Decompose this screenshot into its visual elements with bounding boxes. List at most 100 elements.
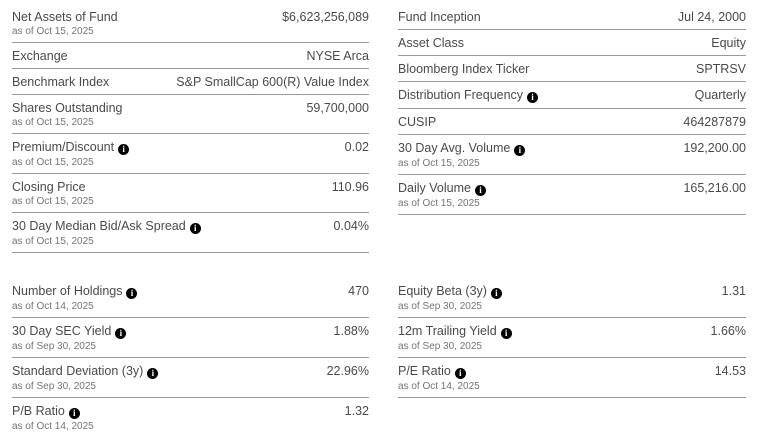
fact-row-12m-trailing-yield: 12m Trailing Yield i 1.66% as of Sep 30, … <box>398 318 746 358</box>
fact-row-top: Fund Inception Jul 24, 2000 <box>398 10 746 24</box>
fact-value: 0.02 <box>344 140 369 154</box>
info-icon[interactable]: i <box>68 408 80 419</box>
as-of-date: as of Oct 15, 2025 <box>398 158 480 169</box>
fact-row-top: Asset Class Equity <box>398 36 746 50</box>
fact-label: Number of Holdings i <box>12 284 138 299</box>
as-of-date: as of Sep 30, 2025 <box>398 301 482 312</box>
fact-label: Net Assets of Fund <box>12 10 118 24</box>
fact-value: NYSE Arca <box>306 49 369 63</box>
as-of-date: as of Oct 15, 2025 <box>12 196 94 207</box>
fact-label-text: 12m Trailing Yield <box>398 324 497 338</box>
portfolio-characteristics-section-right: Equity Beta (3y) i 1.31 as of Sep 30, 202… <box>398 278 746 437</box>
fact-value: 0.04% <box>333 219 369 233</box>
fact-row-top: Benchmark Index S&P SmallCap 600(R) Valu… <box>12 75 369 89</box>
fact-label-text: Shares Outstanding <box>12 101 123 115</box>
fact-row-equity-beta: Equity Beta (3y) i 1.31 as of Sep 30, 202… <box>398 278 746 318</box>
fact-label-text: Closing Price <box>12 180 86 194</box>
fact-row-distribution-frequency: Distribution Frequency i Quarterly <box>398 82 746 109</box>
info-icon[interactable]: i <box>118 144 130 155</box>
fact-label: Asset Class <box>398 36 464 50</box>
fact-label-text: Number of Holdings <box>12 284 123 298</box>
fact-label: Standard Deviation (3y) i <box>12 364 159 379</box>
info-icon[interactable]: i <box>527 92 539 103</box>
fact-row-30day-avg-volume: 30 Day Avg. Volume i 192,200.00 as of Oct… <box>398 135 746 175</box>
fact-row-cusip: CUSIP 464287879 <box>398 109 746 135</box>
fact-value: 165,216.00 <box>683 181 746 195</box>
fact-row-top: 30 Day Median Bid/Ask Spread i 0.04% <box>12 219 369 234</box>
fact-row-top: Standard Deviation (3y) i 22.96% <box>12 364 369 379</box>
fact-row-fund-inception: Fund Inception Jul 24, 2000 <box>398 4 746 30</box>
fact-row-net-assets: Net Assets of Fund $6,623,256,089 as of … <box>12 4 369 43</box>
fact-row-30day-sec-yield: 30 Day SEC Yield i 1.88% as of Sep 30, 20… <box>12 318 369 358</box>
fact-row-top: Distribution Frequency i Quarterly <box>398 88 746 103</box>
fact-row-daily-volume: Daily Volume i 165,216.00 as of Oct 15, 2… <box>398 175 746 215</box>
fact-row-pb-ratio: P/B Ratio i 1.32 as of Oct 14, 2025 <box>12 398 369 437</box>
fact-row-top: P/B Ratio i 1.32 <box>12 404 369 419</box>
info-icon[interactable]: i <box>514 145 526 156</box>
portfolio-characteristics-section-left: Number of Holdings i 470 as of Oct 14, 20… <box>12 278 369 437</box>
fact-value: 192,200.00 <box>683 141 746 155</box>
fact-row-number-of-holdings: Number of Holdings i 470 as of Oct 14, 20… <box>12 278 369 318</box>
fact-label-text: 30 Day Median Bid/Ask Spread <box>12 219 186 233</box>
fact-value: 22.96% <box>326 364 369 378</box>
info-icon[interactable]: i <box>115 328 127 339</box>
fact-row-top: Number of Holdings i 470 <box>12 284 369 299</box>
fact-row-top: Shares Outstanding 59,700,000 <box>12 101 369 115</box>
fact-label: Benchmark Index <box>12 75 109 89</box>
as-of-date: as of Sep 30, 2025 <box>12 381 96 392</box>
fact-row-top: Equity Beta (3y) i 1.31 <box>398 284 746 299</box>
info-icon[interactable]: i <box>474 185 486 196</box>
as-of-date: as of Oct 15, 2025 <box>12 117 94 128</box>
fact-label: Exchange <box>12 49 68 63</box>
as-of-date: as of Oct 15, 2025 <box>12 157 94 168</box>
fact-row-top: 12m Trailing Yield i 1.66% <box>398 324 746 339</box>
fact-label: 30 Day Avg. Volume i <box>398 141 526 156</box>
fact-label: Daily Volume i <box>398 181 486 196</box>
info-icon[interactable]: i <box>126 288 138 299</box>
as-of-date: as of Oct 14, 2025 <box>398 381 480 392</box>
fact-value: 470 <box>348 284 369 298</box>
fact-label-text: Asset Class <box>398 36 464 50</box>
info-icon[interactable]: i <box>500 328 512 339</box>
fund-overview-section-right: Fund Inception Jul 24, 2000 Asset Class … <box>398 4 746 253</box>
fact-value: SPTRSV <box>695 62 746 76</box>
fact-row-top: Bloomberg Index Ticker SPTRSV <box>398 62 746 76</box>
fact-label-text: Premium/Discount <box>12 140 115 154</box>
fact-label-text: Fund Inception <box>398 10 481 24</box>
fact-label-text: Exchange <box>12 49 68 63</box>
fact-label-text: Benchmark Index <box>12 75 110 89</box>
fact-value: 1.88% <box>333 324 369 338</box>
fact-label: 12m Trailing Yield i <box>398 324 512 339</box>
fact-value: 1.66% <box>710 324 746 338</box>
fact-value: S&P SmallCap 600(R) Value Index <box>176 75 369 89</box>
fact-row-top: P/E Ratio i 14.53 <box>398 364 746 379</box>
fact-value: 464287879 <box>683 115 746 129</box>
as-of-date: as of Oct 15, 2025 <box>398 198 480 209</box>
as-of-date: as of Oct 15, 2025 <box>12 26 94 37</box>
fact-label-text: P/B Ratio <box>12 404 65 418</box>
fact-label-text: Net Assets of Fund <box>12 10 118 24</box>
fact-value: $6,623,256,089 <box>282 10 369 24</box>
fact-row-exchange: Exchange NYSE Arca <box>12 43 369 69</box>
info-icon[interactable]: i <box>147 368 159 379</box>
as-of-date: as of Sep 30, 2025 <box>12 341 96 352</box>
fact-row-premium-discount: Premium/Discount i 0.02 as of Oct 15, 202… <box>12 134 369 174</box>
fact-row-asset-class: Asset Class Equity <box>398 30 746 56</box>
fact-row-benchmark-index: Benchmark Index S&P SmallCap 600(R) Valu… <box>12 69 369 95</box>
fact-label: Fund Inception <box>398 10 481 24</box>
info-icon[interactable]: i <box>189 223 201 234</box>
fact-label-text: Standard Deviation (3y) <box>12 364 144 378</box>
info-icon[interactable]: i <box>490 288 502 299</box>
fact-row-top: Premium/Discount i 0.02 <box>12 140 369 155</box>
fact-label: Shares Outstanding <box>12 101 123 115</box>
fact-label-text: Distribution Frequency <box>398 88 524 102</box>
fact-row-top: Closing Price 110.96 <box>12 180 369 194</box>
fact-label: Closing Price <box>12 180 86 194</box>
fact-value: Jul 24, 2000 <box>677 10 746 24</box>
fact-value: 110.96 <box>331 180 369 194</box>
fact-row-top: Net Assets of Fund $6,623,256,089 <box>12 10 369 24</box>
fact-label: CUSIP <box>398 115 436 129</box>
fact-label-text: CUSIP <box>398 115 437 129</box>
info-icon[interactable]: i <box>454 368 466 379</box>
fact-label: Bloomberg Index Ticker <box>398 62 529 76</box>
